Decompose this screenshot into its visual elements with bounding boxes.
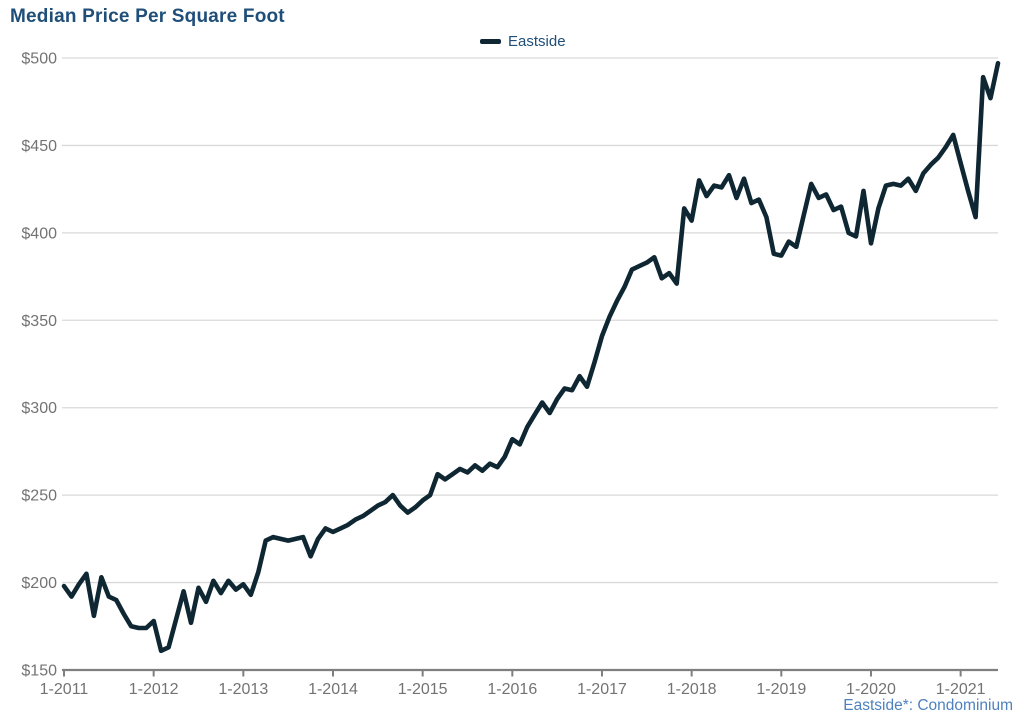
legend: Eastside [480, 33, 566, 50]
x-tick-label: 1-2021 [936, 681, 986, 698]
x-tick-label: 1-2018 [667, 681, 717, 698]
y-tick-label: $400 [21, 225, 57, 242]
x-tick-label: 1-2016 [487, 681, 537, 698]
legend-label: Eastside [508, 32, 566, 50]
y-tick-label: $300 [21, 400, 57, 417]
chart-title: Median Price Per Square Foot [10, 6, 285, 27]
x-axis-labels-group: 1-2011 1-2012 1-2013 1-2014 1-2015 1-2016 1-20… [40, 681, 986, 698]
y-tick-label: $250 [21, 488, 57, 505]
x-tick-label: 1-2012 [129, 681, 179, 698]
x-tick-label: 1-2020 [846, 681, 896, 698]
y-tick-label: $150 [21, 663, 57, 680]
legend-item-eastside[interactable]: Eastside [480, 33, 566, 50]
y-axis-labels-group: $150 $200 $250 $300 $350 $400 $450 $500 [21, 51, 57, 680]
gridlines-group [62, 57, 998, 584]
x-axis-group [62, 668, 998, 677]
x-tick-label: 1-2011 [40, 681, 89, 698]
y-tick-label: $500 [21, 51, 57, 68]
x-tick-label: 1-2013 [218, 681, 268, 698]
y-tick-label: $350 [21, 313, 57, 330]
series-line-eastside[interactable] [61, 60, 1001, 654]
footnote-text: Eastside*: Condominium [843, 697, 1013, 714]
x-tick-label: 1-2017 [577, 681, 627, 698]
x-tick-label: 1-2014 [308, 681, 358, 698]
x-tick-label: 1-2015 [398, 681, 448, 698]
y-tick-label: $200 [21, 575, 57, 592]
y-tick-label: $450 [21, 138, 57, 155]
legend-swatch-icon [480, 38, 501, 44]
x-tick-label: 1-2019 [756, 681, 806, 698]
series-group [61, 60, 1001, 654]
